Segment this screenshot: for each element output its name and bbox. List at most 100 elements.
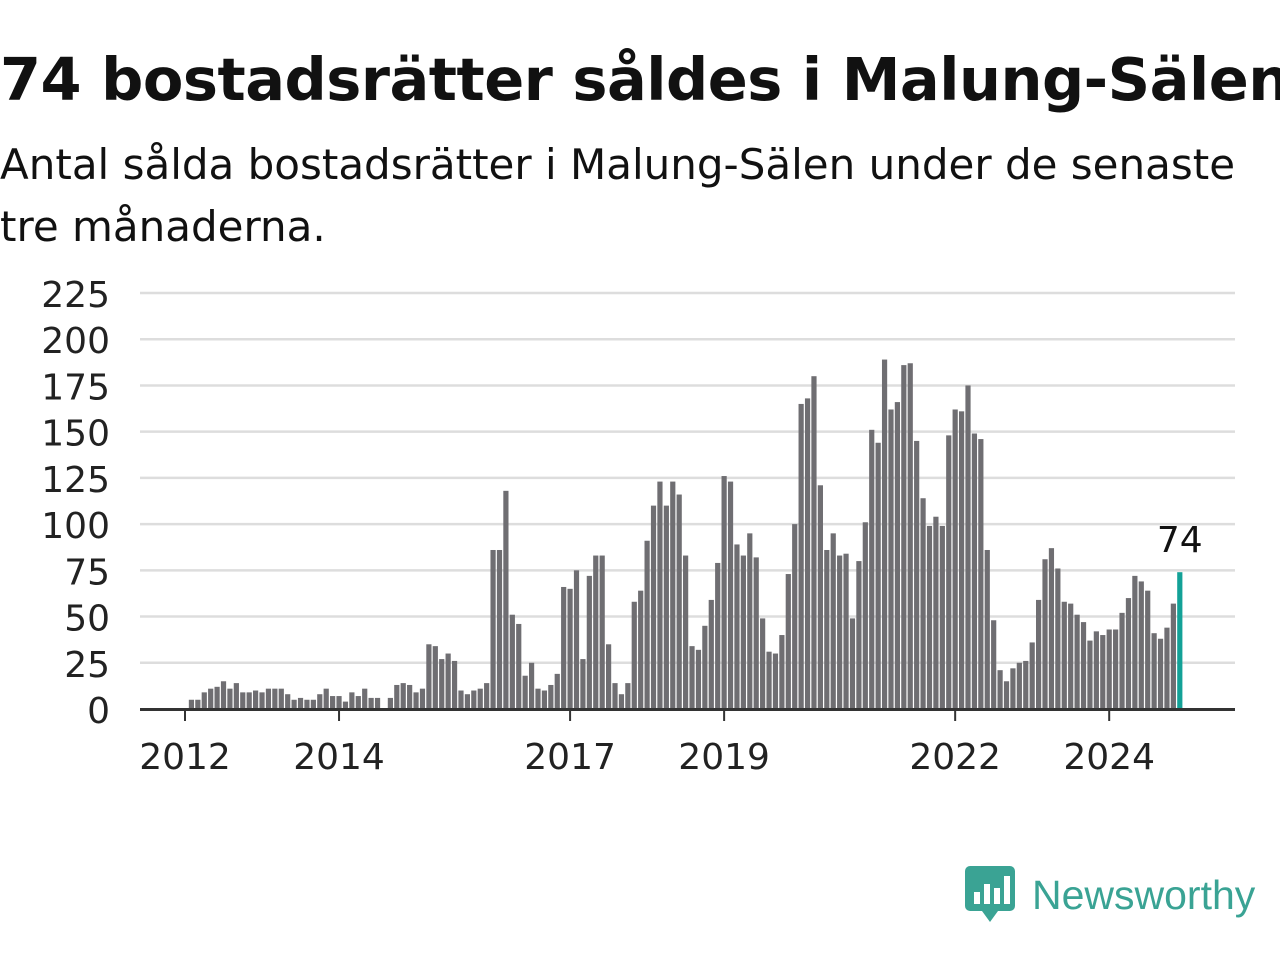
bar [727, 481, 734, 709]
bar [1003, 681, 1010, 709]
brand-name: Newsworthy [1032, 872, 1256, 918]
bar [426, 644, 432, 709]
bar [1061, 601, 1067, 709]
bar [605, 644, 612, 709]
bar [567, 588, 573, 709]
bar [1170, 603, 1176, 709]
bar [355, 696, 361, 709]
x-tick-label: 2019 [678, 737, 770, 778]
bar [362, 688, 368, 709]
bar-chart: 0 25 50 75 100 125 150 175 200 225 2012 2014 2017 201… [41, 275, 1235, 778]
bar [503, 490, 509, 709]
bar [1093, 631, 1099, 709]
bar [458, 690, 464, 709]
bar [561, 586, 567, 709]
bar [1132, 575, 1138, 709]
bar [984, 549, 990, 709]
y-tick-label: 200 [41, 321, 110, 362]
chart-subtitle: Antal sålda bostadsrätter i Malung-Sälen… [0, 140, 1236, 251]
bar [477, 688, 483, 709]
bar [939, 525, 945, 709]
bar [644, 540, 650, 709]
bar [208, 688, 214, 709]
y-tick-label: 125 [41, 460, 110, 501]
newsworthy-logo-icon [965, 866, 1015, 922]
bar [708, 599, 714, 709]
bar [548, 684, 554, 709]
bar [1087, 640, 1093, 709]
bar [901, 365, 907, 709]
bar [740, 555, 746, 709]
bar [856, 561, 862, 709]
bar [317, 694, 323, 709]
bar [1016, 662, 1022, 709]
bar [291, 699, 297, 709]
bar [991, 620, 997, 709]
bar [278, 688, 284, 709]
bar [1113, 629, 1119, 709]
x-tick-label: 2012 [139, 737, 231, 778]
bar [195, 699, 201, 709]
bar [663, 505, 669, 709]
bar [798, 403, 804, 709]
bar [779, 635, 785, 709]
y-tick-label: 100 [41, 506, 110, 547]
highlighted-bar [1177, 572, 1183, 709]
bar [246, 692, 252, 709]
bar [638, 590, 644, 709]
bar [747, 533, 753, 709]
bar [721, 476, 727, 709]
bar [1068, 603, 1074, 709]
bar [407, 684, 413, 709]
bar [702, 625, 708, 709]
bar [233, 683, 239, 709]
bar [958, 411, 965, 709]
bar [471, 690, 477, 709]
bar [888, 409, 894, 709]
bar [445, 653, 451, 709]
x-tick-label: 2017 [524, 737, 616, 778]
bar [400, 683, 406, 709]
bar [413, 692, 419, 709]
bar [914, 440, 920, 709]
bar [862, 522, 868, 709]
chart-title: 74 bostadsrätter såldes i Malung-Sälen [0, 45, 1280, 114]
y-tick-label: 25 [64, 645, 110, 686]
bar [1125, 598, 1132, 709]
bar [304, 699, 310, 709]
bar [330, 696, 336, 709]
bar [689, 646, 695, 709]
bar [1138, 581, 1144, 709]
bar [554, 673, 560, 709]
bar [451, 660, 458, 709]
bar [683, 555, 689, 709]
bar [952, 409, 958, 709]
y-tick-label: 50 [64, 599, 110, 640]
bar [869, 429, 875, 709]
bar [875, 442, 881, 709]
bar [188, 699, 195, 709]
bar [227, 688, 233, 709]
bar [670, 481, 676, 709]
bar [1048, 548, 1055, 709]
bar [484, 683, 490, 709]
bar [1145, 590, 1151, 709]
bar [1074, 614, 1080, 709]
bar [881, 359, 888, 709]
bar [760, 618, 766, 709]
bar [265, 688, 272, 709]
bar [933, 516, 939, 709]
x-tick-label: 2014 [293, 737, 385, 778]
bar [1157, 638, 1164, 709]
bar [535, 688, 541, 709]
bar [830, 533, 836, 709]
bar [259, 692, 265, 709]
bar [1119, 612, 1125, 709]
bar [695, 649, 702, 709]
bar [657, 481, 663, 709]
bar [394, 684, 400, 709]
bar [894, 402, 901, 709]
x-tick-label: 2022 [909, 737, 1001, 778]
bar [631, 601, 637, 709]
bar [843, 553, 849, 709]
